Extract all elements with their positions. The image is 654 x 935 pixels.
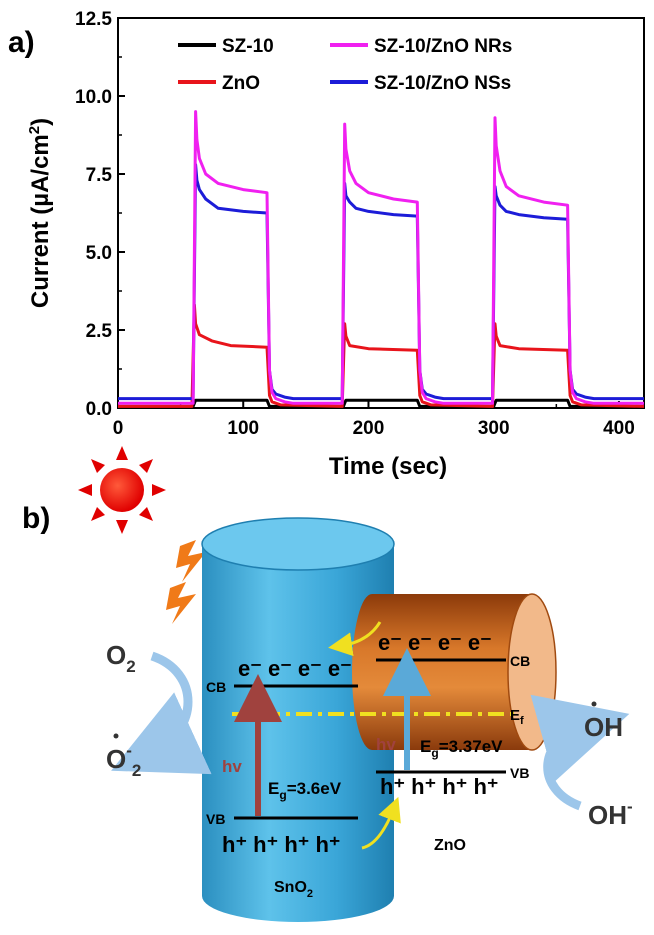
electron-transfer-arrow bbox=[328, 621, 382, 657]
panel-a-label: a) bbox=[8, 26, 35, 59]
x-tick-label: 200 bbox=[353, 418, 385, 439]
series-line-sz-10-zno-nrs bbox=[118, 110, 644, 405]
x-tick-label: 100 bbox=[227, 418, 259, 439]
zno-name-label: ZnO bbox=[434, 837, 466, 854]
oxygen-reduction-arrow bbox=[111, 651, 212, 775]
x-tick-label: 400 bbox=[603, 418, 635, 439]
light-rays-icon bbox=[166, 540, 206, 624]
y-axis-label: Current (µA/cm2) bbox=[26, 118, 54, 308]
sno2-electrons: e⁻ e⁻ e⁻ e⁻ bbox=[238, 656, 352, 681]
fermi-level-label: Ef bbox=[510, 707, 524, 727]
sno2-vb-label: VB bbox=[206, 811, 225, 827]
zno-bandgap-label: Eg=3.37eV bbox=[420, 737, 503, 760]
y-tick-label: 10.0 bbox=[75, 87, 112, 108]
series-line-zno bbox=[118, 303, 645, 408]
y-tick-label: 2.5 bbox=[86, 321, 113, 342]
hydroxyl-oxidation-arrow bbox=[530, 694, 630, 811]
hole-transfer-arrow bbox=[361, 796, 401, 850]
hydroxide-label: OH- bbox=[588, 797, 633, 830]
zno-holes: h⁺ h⁺ h⁺ h⁺ bbox=[380, 774, 499, 799]
series-line-sz-10-zno-nss bbox=[118, 163, 644, 401]
current-time-plot: 0.0 2.5 5.0 7.5 10.0 12.5 0 100 200 300 400 SZ-10… bbox=[75, 9, 645, 439]
zno-vb-label: VB bbox=[510, 765, 529, 781]
y-tick-label: 5.0 bbox=[86, 243, 112, 264]
panel-b-label: b) bbox=[22, 502, 50, 535]
sno2-name-label: SnO2 bbox=[274, 879, 313, 900]
sun-icon bbox=[78, 446, 166, 534]
legend-label-sz-10: SZ-10 bbox=[222, 36, 274, 57]
sno2-cb-label: CB bbox=[206, 679, 226, 695]
y-tick-label: 12.5 bbox=[75, 9, 112, 30]
zno-hv-label: hv bbox=[376, 735, 396, 754]
zno-electrons: e⁻ e⁻ e⁻ e⁻ bbox=[378, 630, 492, 655]
zno-cb-label: CB bbox=[510, 653, 530, 669]
radical-dot bbox=[591, 701, 597, 707]
superoxide-label: O-2 bbox=[106, 741, 141, 780]
legend-label-zno: ZnO bbox=[222, 73, 260, 94]
radical-dot bbox=[113, 733, 119, 739]
zno-cylinder bbox=[352, 593, 557, 751]
series-line-sz-10 bbox=[118, 398, 644, 408]
y-tick-label: 0.0 bbox=[86, 399, 112, 420]
legend-label-sz-10-zno-nss: SZ-10/ZnO NSs bbox=[374, 73, 511, 94]
y-tick-label: 7.5 bbox=[86, 165, 113, 186]
x-axis-label: Time (sec) bbox=[329, 453, 447, 480]
plot-series bbox=[118, 110, 645, 408]
sno2-bandgap-label: Eg=3.6eV bbox=[268, 779, 342, 802]
legend: SZ-10 SZ-10/ZnO NRs ZnO SZ-10/ZnO NSs bbox=[178, 36, 512, 94]
o2-label: O2 bbox=[106, 640, 136, 676]
legend-label-sz-10-zno-nrs: SZ-10/ZnO NRs bbox=[374, 36, 512, 57]
x-tick-label: 0 bbox=[113, 418, 124, 439]
hydroxyl-radical-label: OH bbox=[584, 712, 623, 742]
sno2-holes: h⁺ h⁺ h⁺ h⁺ bbox=[222, 832, 341, 857]
sno2-hv-label: hv bbox=[222, 757, 242, 776]
y-axis: 0.0 2.5 5.0 7.5 10.0 12.5 bbox=[75, 9, 125, 420]
x-tick-label: 300 bbox=[478, 418, 510, 439]
